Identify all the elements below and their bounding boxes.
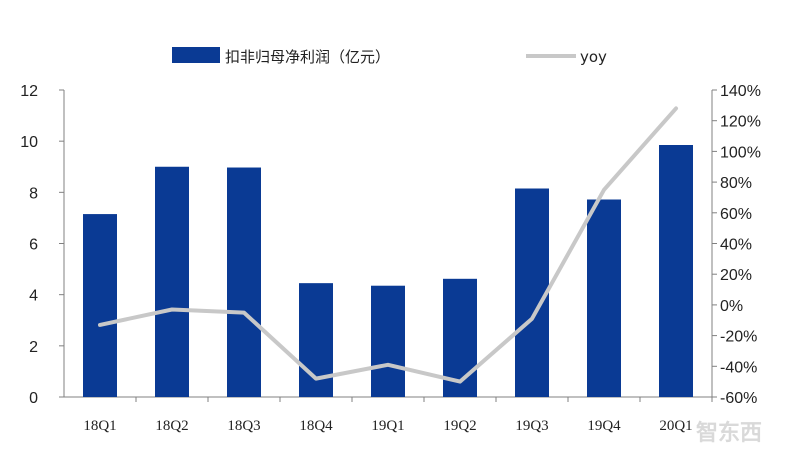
bar [587, 199, 621, 397]
right-tick-label: 100% [720, 144, 761, 161]
bar [227, 167, 261, 397]
left-tick-label: 8 [29, 185, 38, 202]
bar [371, 285, 405, 397]
watermark: 智东西 [696, 420, 762, 446]
right-tick-label: 60% [720, 206, 752, 223]
right-tick-label: -60% [720, 390, 757, 407]
x-tick-label: 19Q2 [443, 418, 476, 434]
x-tick-label: 19Q1 [371, 418, 404, 434]
left-tick-label: 0 [29, 390, 38, 407]
plot-area: 0 2 4 6 8 10 12 -60% -40% -20% 0% 20% 40% 60% 80% 100% 1… [20, 83, 761, 434]
bar [83, 214, 117, 397]
x-tick-label: 18Q4 [299, 418, 333, 434]
x-tick-label: 18Q3 [227, 418, 260, 434]
x-tick-label: 18Q1 [83, 418, 116, 434]
bar [155, 166, 189, 397]
x-tick-label: 18Q2 [155, 418, 188, 434]
legend: 扣非归母净利润（亿元） yoy [172, 47, 607, 66]
right-tick-label: 0% [720, 298, 743, 315]
right-tick-label: 140% [720, 83, 761, 100]
right-tick-label: 120% [720, 114, 761, 131]
legend-bar-swatch [172, 47, 220, 63]
right-tick-label: 80% [720, 175, 752, 192]
right-tick-label: 40% [720, 237, 752, 254]
right-tick-label: -40% [720, 359, 757, 376]
x-tick-label: 20Q1 [659, 418, 692, 434]
x-tick-label: 19Q3 [515, 418, 548, 434]
right-tick-label: -20% [720, 329, 757, 346]
left-tick-label: 10 [20, 134, 38, 151]
left-tick-label: 6 [29, 237, 38, 254]
bar [659, 145, 693, 397]
left-tick-label: 12 [20, 83, 38, 100]
right-tick-label: 20% [720, 267, 752, 284]
yoy-line [98, 106, 678, 384]
legend-bar-label: 扣非归母净利润（亿元） [225, 48, 390, 66]
left-tick-label: 4 [29, 288, 38, 305]
left-tick-label: 2 [29, 339, 38, 356]
bar [515, 188, 549, 397]
x-tick-label: 19Q4 [587, 418, 621, 434]
legend-line-label: yoy [580, 48, 607, 66]
